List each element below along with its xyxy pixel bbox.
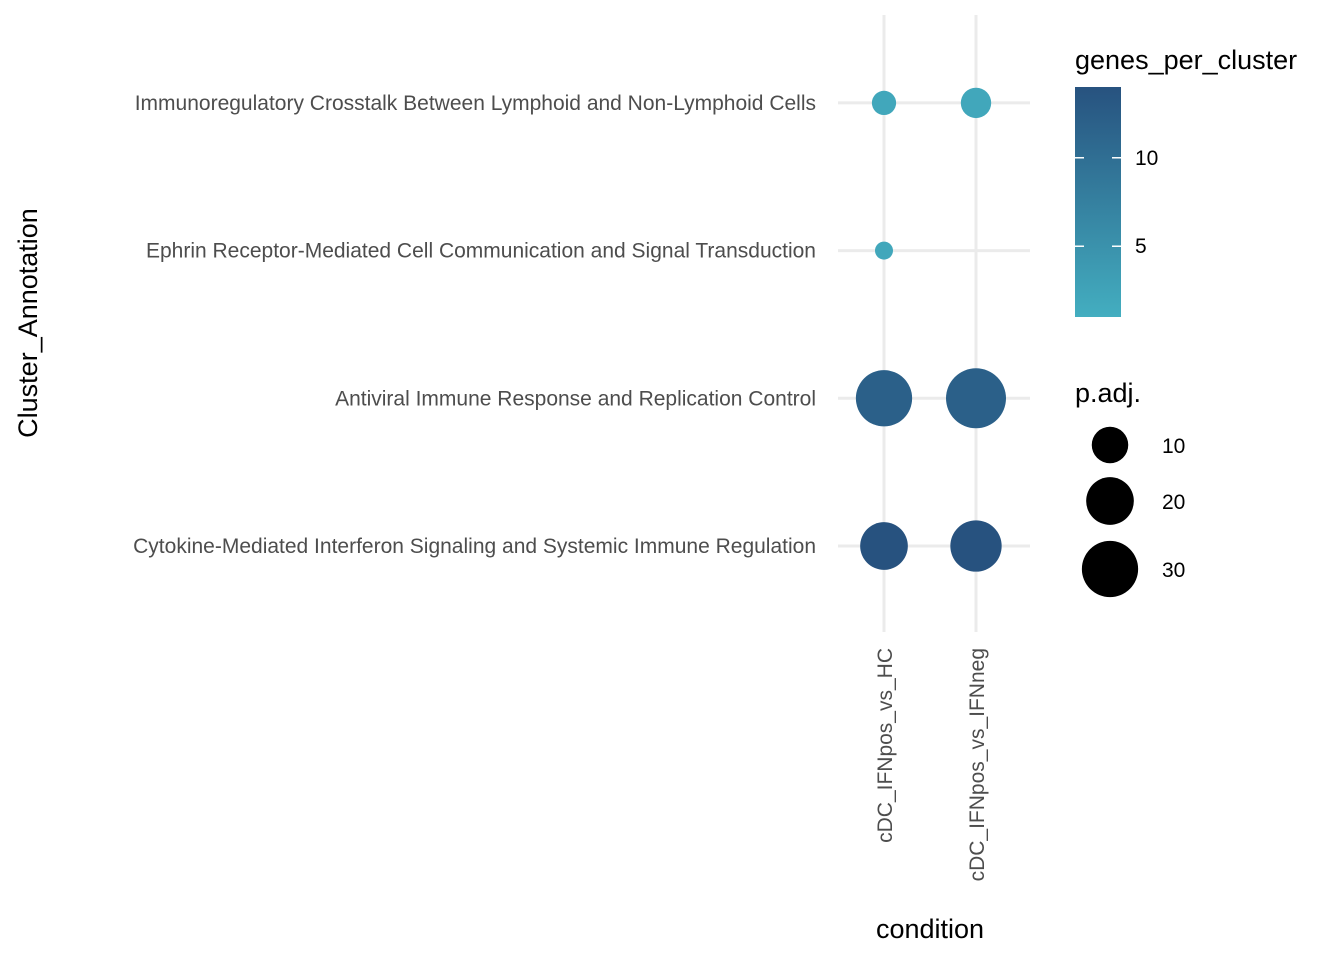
x-tick-label: cDC_IFNpos_vs_IFNneg [966,648,989,881]
data-point [855,370,913,427]
color-legend-label: 10 [1135,147,1158,170]
size-legend-key [1086,477,1134,525]
data-point [960,87,992,119]
y-tick-label: Antiviral Immune Response and Replicatio… [335,387,816,410]
color-legend-label: 5 [1135,235,1147,258]
color-legend-title: genes_per_cluster [1075,45,1297,75]
data-point [950,520,1002,572]
y-tick-label: Immunoregulatory Crosstalk Between Lymph… [135,92,816,115]
size-legend-key [1091,426,1129,464]
size-legend-label: 10 [1162,435,1185,458]
y-tick-label: Cytokine-Mediated Interferon Signaling a… [133,535,816,558]
size-legend-label: 20 [1162,491,1185,514]
color-legend-bar [1075,87,1121,317]
y-tick-label: Ephrin Receptor-Mediated Cell Communicat… [146,240,816,263]
data-point [860,522,908,570]
data-point [946,368,1006,429]
data-point [875,241,893,260]
size-legend-key [1081,540,1139,598]
data-point [871,90,897,116]
x-axis-title: condition [876,914,984,944]
size-legend-title: p.adj. [1075,378,1141,408]
x-tick-label: cDC_IFNpos_vs_HC [874,648,897,843]
y-axis-title: Cluster_Annotation [13,208,43,438]
size-legend-label: 30 [1162,559,1185,582]
